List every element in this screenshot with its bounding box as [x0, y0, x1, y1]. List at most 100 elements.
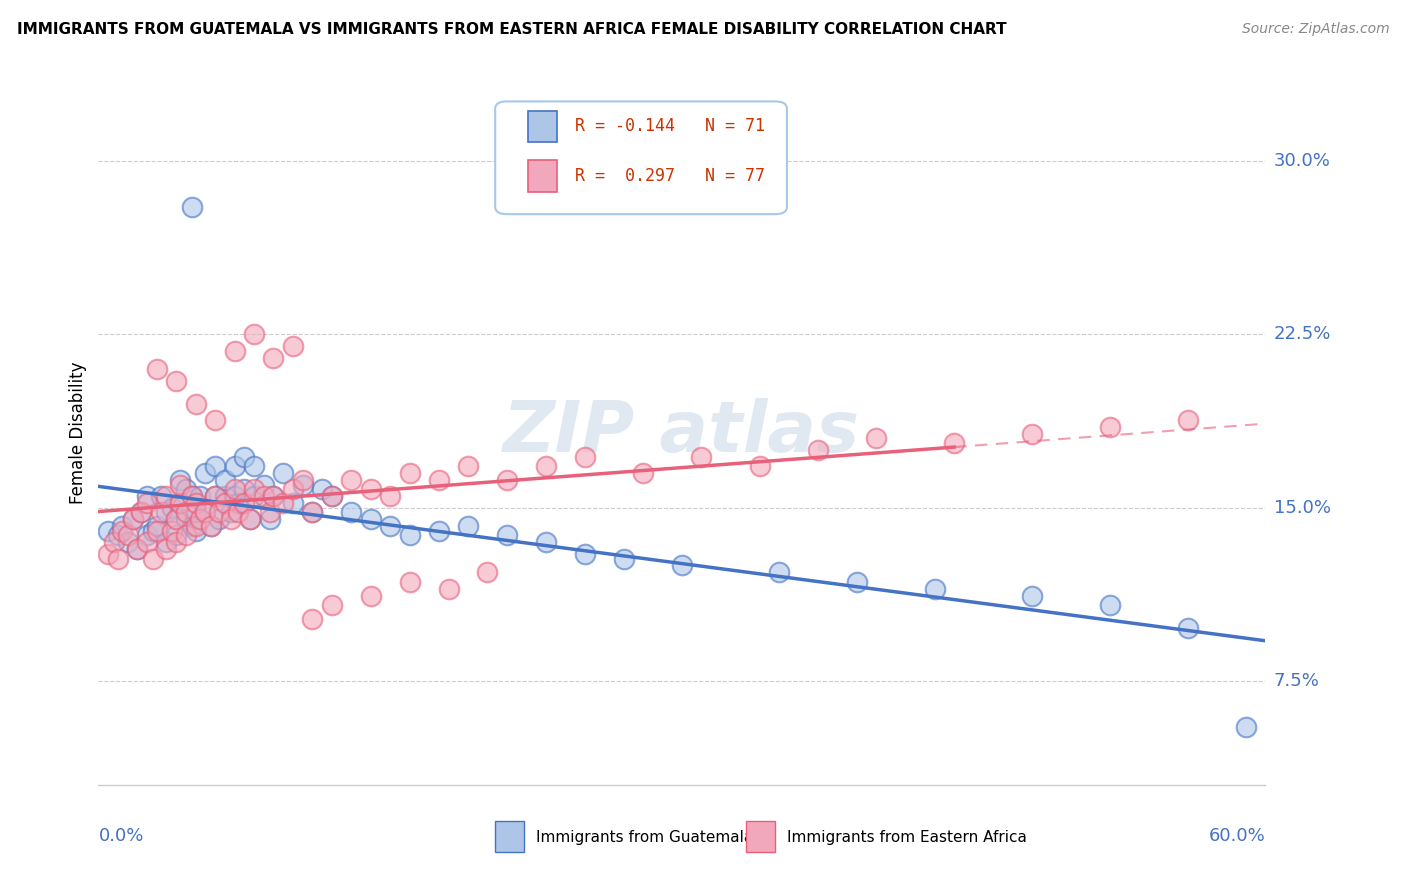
Point: [943, 436, 966, 450]
Point: [243, 482, 266, 496]
Point: [180, 200, 202, 214]
Point: [534, 459, 557, 474]
Point: [180, 519, 202, 533]
Point: [224, 459, 246, 474]
Point: [184, 519, 207, 533]
Point: [574, 547, 596, 561]
Point: [129, 505, 152, 519]
Point: [437, 582, 460, 596]
Point: [162, 500, 184, 515]
Point: [807, 442, 830, 457]
Point: [1098, 420, 1121, 434]
Text: 0.0%: 0.0%: [98, 827, 143, 846]
Point: [208, 512, 231, 526]
Point: [340, 505, 363, 519]
Text: 22.5%: 22.5%: [1274, 326, 1331, 343]
Point: [924, 582, 946, 596]
Point: [155, 489, 177, 503]
Point: [281, 339, 304, 353]
Point: [262, 489, 284, 503]
Text: Immigrants from Guatemala: Immigrants from Guatemala: [536, 830, 754, 846]
Point: [97, 547, 120, 561]
Point: [1021, 589, 1043, 603]
Point: [127, 542, 149, 557]
Point: [194, 466, 217, 480]
FancyBboxPatch shape: [527, 160, 557, 192]
Point: [239, 512, 262, 526]
Point: [146, 519, 169, 533]
Point: [1098, 598, 1121, 612]
Point: [224, 343, 246, 358]
Point: [204, 413, 226, 427]
Point: [224, 489, 246, 503]
Point: [169, 496, 191, 510]
Point: [340, 473, 363, 487]
Point: [165, 374, 187, 388]
Point: [204, 459, 226, 474]
Point: [111, 519, 134, 533]
Point: [174, 528, 197, 542]
Point: [1021, 426, 1043, 441]
Point: [228, 496, 250, 510]
Point: [748, 459, 770, 474]
Point: [142, 551, 165, 566]
Point: [184, 496, 207, 510]
Point: [496, 473, 519, 487]
Point: [165, 512, 187, 526]
Text: R =  0.297   N = 77: R = 0.297 N = 77: [575, 167, 765, 185]
Point: [1177, 621, 1199, 635]
Point: [204, 489, 226, 503]
FancyBboxPatch shape: [527, 111, 557, 143]
Point: [301, 612, 323, 626]
Point: [360, 512, 382, 526]
FancyBboxPatch shape: [495, 102, 787, 214]
Point: [165, 535, 187, 549]
Point: [200, 519, 222, 533]
Point: [631, 466, 654, 480]
Point: [253, 489, 276, 503]
Point: [155, 505, 177, 519]
Text: IMMIGRANTS FROM GUATEMALA VS IMMIGRANTS FROM EASTERN AFRICA FEMALE DISABILITY CO: IMMIGRANTS FROM GUATEMALA VS IMMIGRANTS …: [17, 22, 1007, 37]
Point: [233, 482, 256, 496]
Point: [219, 512, 242, 526]
Text: R = -0.144   N = 71: R = -0.144 N = 71: [575, 118, 765, 136]
Point: [243, 327, 266, 342]
FancyBboxPatch shape: [495, 821, 524, 852]
Point: [259, 505, 281, 519]
Text: Source: ZipAtlas.com: Source: ZipAtlas.com: [1241, 22, 1389, 37]
Point: [129, 505, 152, 519]
Point: [360, 482, 382, 496]
Point: [136, 496, 159, 510]
Point: [671, 558, 693, 573]
Point: [142, 524, 165, 538]
Point: [219, 505, 242, 519]
Point: [427, 473, 450, 487]
Point: [271, 466, 294, 480]
Point: [149, 489, 172, 503]
Point: [262, 351, 284, 365]
Point: [846, 574, 869, 589]
Point: [169, 496, 191, 510]
Point: [165, 528, 187, 542]
Point: [188, 489, 211, 503]
Point: [574, 450, 596, 464]
Point: [174, 512, 197, 526]
Point: [184, 505, 207, 519]
Point: [146, 362, 169, 376]
FancyBboxPatch shape: [747, 821, 775, 852]
Point: [301, 505, 323, 519]
Text: ZIP atlas: ZIP atlas: [503, 398, 860, 467]
Point: [117, 535, 139, 549]
Point: [380, 519, 402, 533]
Point: [1177, 413, 1199, 427]
Point: [162, 524, 184, 538]
Point: [224, 482, 246, 496]
Point: [184, 397, 207, 411]
Y-axis label: Female Disability: Female Disability: [69, 361, 87, 504]
Point: [188, 512, 211, 526]
Point: [1234, 720, 1257, 734]
Point: [111, 524, 134, 538]
Point: [228, 505, 250, 519]
Point: [690, 450, 713, 464]
Point: [477, 566, 499, 580]
